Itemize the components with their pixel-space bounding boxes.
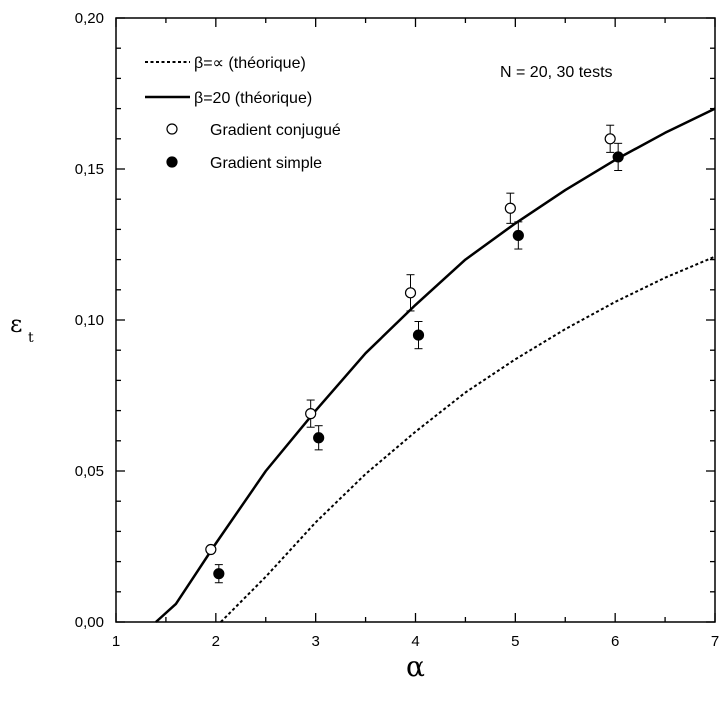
y-axis-label-subscript: t bbox=[28, 330, 34, 346]
legend-label: β=∝ (théorique) bbox=[194, 55, 306, 72]
legend-swatch-marker bbox=[166, 123, 178, 135]
legend-label: Gradient simple bbox=[210, 155, 322, 172]
data-point-filled bbox=[412, 329, 425, 341]
series-line-1 bbox=[155, 107, 716, 623]
data-point-open bbox=[305, 408, 317, 420]
y-tick-label: 0,05 bbox=[75, 463, 104, 480]
legend-label: β=20 (théorique) bbox=[194, 90, 312, 107]
y-tick-label: 0,10 bbox=[75, 312, 104, 329]
data-point-open bbox=[205, 543, 217, 556]
x-axis-label: α bbox=[406, 650, 425, 683]
x-tick-label: 1 bbox=[112, 633, 120, 650]
legend-swatch-marker bbox=[166, 156, 178, 168]
x-tick-label: 6 bbox=[611, 633, 619, 650]
y-tick-label: 0,00 bbox=[75, 614, 104, 631]
x-tick-label: 3 bbox=[311, 633, 319, 650]
x-tick-label: 2 bbox=[212, 633, 220, 650]
y-tick-label: 0,15 bbox=[75, 161, 104, 178]
data-point-open bbox=[604, 133, 616, 145]
legend-label: Gradient conjugué bbox=[210, 122, 341, 139]
data-point-open bbox=[504, 202, 516, 214]
annotation-text: N = 20, 30 tests bbox=[500, 64, 613, 81]
x-tick-label: 7 bbox=[711, 633, 719, 650]
y-tick-label: 0,20 bbox=[75, 10, 104, 27]
data-point-filled bbox=[512, 229, 524, 242]
data-point-filled bbox=[313, 432, 325, 444]
plot-frame bbox=[115, 17, 716, 623]
y-axis-label: ε bbox=[10, 310, 22, 338]
data-point-filled bbox=[612, 151, 624, 163]
x-tick-label: 5 bbox=[511, 633, 519, 650]
x-tick-label: 4 bbox=[411, 633, 419, 650]
series-line-0 bbox=[220, 255, 716, 623]
data-point-open bbox=[404, 287, 417, 299]
data-point-filled bbox=[213, 568, 225, 580]
legend: β=∝ (théorique) β=20 (théorique) Gradient … bbox=[145, 55, 341, 172]
